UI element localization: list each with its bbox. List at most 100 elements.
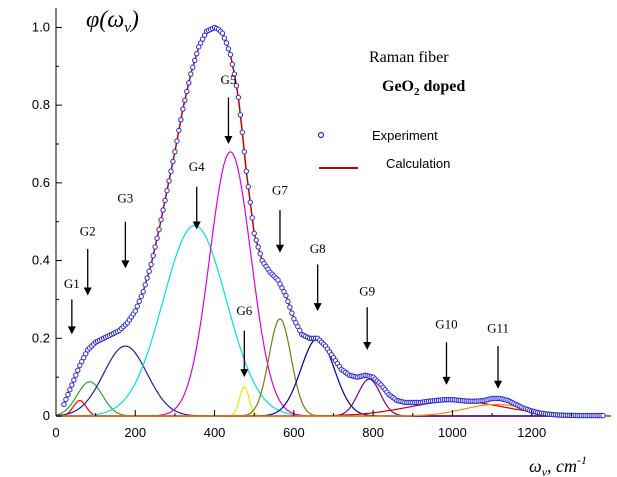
peak-label-g2: G2 — [80, 223, 96, 238]
experiment-point — [251, 230, 257, 237]
peak-label-g11: G11 — [487, 320, 509, 335]
experiment-point — [182, 97, 188, 103]
experiment-point — [150, 253, 156, 259]
experiment-point — [158, 217, 164, 223]
experiment-point — [69, 382, 75, 388]
experiment-point — [255, 244, 261, 250]
legend-experiment-marker — [317, 131, 325, 139]
experiment-point — [235, 94, 242, 101]
experiment-point — [148, 261, 154, 268]
experiment-point — [168, 168, 174, 174]
experiment-point — [136, 298, 142, 305]
experiment-point — [600, 412, 606, 419]
experiment-point — [170, 158, 176, 165]
experiment-point — [160, 207, 166, 213]
experiment-point — [138, 293, 144, 300]
experiment-point — [219, 30, 226, 36]
title-line-1: Raman fiber — [369, 49, 449, 66]
arrow-head-g10 — [442, 376, 451, 385]
x-tick-label: 600 — [283, 425, 305, 440]
experiment-point — [239, 129, 246, 136]
experiment-point — [156, 226, 162, 233]
experiment-point — [186, 80, 192, 86]
experiment-point — [194, 50, 200, 57]
experiment-point — [223, 40, 230, 46]
peak-label-g4: G4 — [189, 159, 205, 174]
experiment-point — [249, 215, 255, 221]
experiment-point — [73, 372, 79, 378]
experiment-point — [152, 244, 158, 250]
experiment-point — [174, 138, 180, 144]
arrow-head-g4 — [192, 221, 201, 230]
experiment-point — [241, 149, 248, 155]
experiment-point — [192, 57, 198, 64]
experiment-point — [184, 88, 190, 95]
experiment-point — [190, 64, 196, 70]
experiment-point — [188, 71, 194, 77]
experiment-point — [71, 377, 77, 383]
arrow-head-g5 — [224, 136, 233, 144]
experiment-point — [283, 292, 289, 299]
legend-calculation-label: Calculation — [386, 156, 450, 171]
experiment-point — [180, 106, 186, 112]
arrow-head-g3 — [121, 260, 130, 269]
experiment-point — [162, 197, 168, 204]
experiment-point — [289, 310, 295, 316]
experiment-point — [221, 35, 228, 41]
arrow-head-g8 — [313, 303, 322, 312]
arrow-head-g2 — [83, 287, 92, 296]
experiment-point — [172, 149, 178, 155]
experiment-point — [178, 117, 184, 123]
experiment-point — [75, 367, 81, 374]
x-tick-label: 1200 — [517, 425, 546, 440]
peak-arrows: G1 G2 G3 G4 G5 G6 G7 G8 G9 G10 G11 — [64, 72, 509, 389]
legend: Experiment Calculation — [317, 128, 450, 171]
experiment-point — [140, 288, 146, 295]
y-tick-label: 0 — [43, 408, 50, 423]
x-tick-label: 200 — [124, 425, 146, 440]
experiment-point — [227, 51, 234, 58]
experiment-point — [65, 391, 71, 398]
x-tick-label: 0 — [52, 425, 59, 440]
peak-label-g9: G9 — [359, 284, 375, 299]
experiment-point — [233, 83, 240, 89]
peak-label-g5: G5 — [221, 72, 237, 87]
axis-ticks: 0 200 400 600 800 1000 1200 0 0.2 0.4 0.6 0.8 1.0 — [32, 19, 572, 440]
arrow-head-g6 — [240, 369, 249, 378]
y-tick-label: 0.8 — [32, 97, 50, 112]
x-tick-label: 1000 — [438, 425, 467, 440]
peak-label-g1: G1 — [64, 276, 80, 291]
experiment-point — [67, 387, 73, 393]
experiment-point — [132, 308, 138, 314]
legend-experiment-label: Experiment — [372, 128, 438, 143]
peak-label-g8: G8 — [310, 241, 326, 256]
experiment-point — [63, 396, 69, 403]
experiment-point — [243, 168, 249, 174]
experiment-point — [166, 178, 172, 184]
experiment-point — [144, 275, 150, 281]
arrow-head-g9 — [363, 341, 372, 350]
peak-label-g3: G3 — [117, 190, 133, 205]
x-tick-label: 400 — [204, 425, 226, 440]
experiment-point — [142, 282, 148, 288]
arrow-head-g1 — [67, 326, 76, 335]
experiment-point — [285, 298, 291, 305]
experiment-point — [287, 304, 293, 310]
experiment-point — [245, 184, 251, 190]
experiment-point — [247, 199, 253, 205]
experiment-point — [164, 187, 170, 194]
y-tick-label: 1.0 — [32, 19, 50, 34]
experiment-point — [257, 251, 263, 257]
title-line-2: GeO2 doped — [382, 78, 465, 98]
experiment-point — [253, 237, 259, 243]
experiment-point — [231, 71, 238, 77]
arrow-head-g7 — [275, 244, 284, 253]
y-tick-label: 0.6 — [32, 175, 50, 190]
experiment-points — [61, 24, 606, 419]
experiment-point — [146, 268, 152, 274]
y-axis-label: φ(ωv) — [86, 7, 139, 36]
peak-label-g6: G6 — [236, 303, 252, 318]
peak-label-g10: G10 — [435, 317, 457, 332]
